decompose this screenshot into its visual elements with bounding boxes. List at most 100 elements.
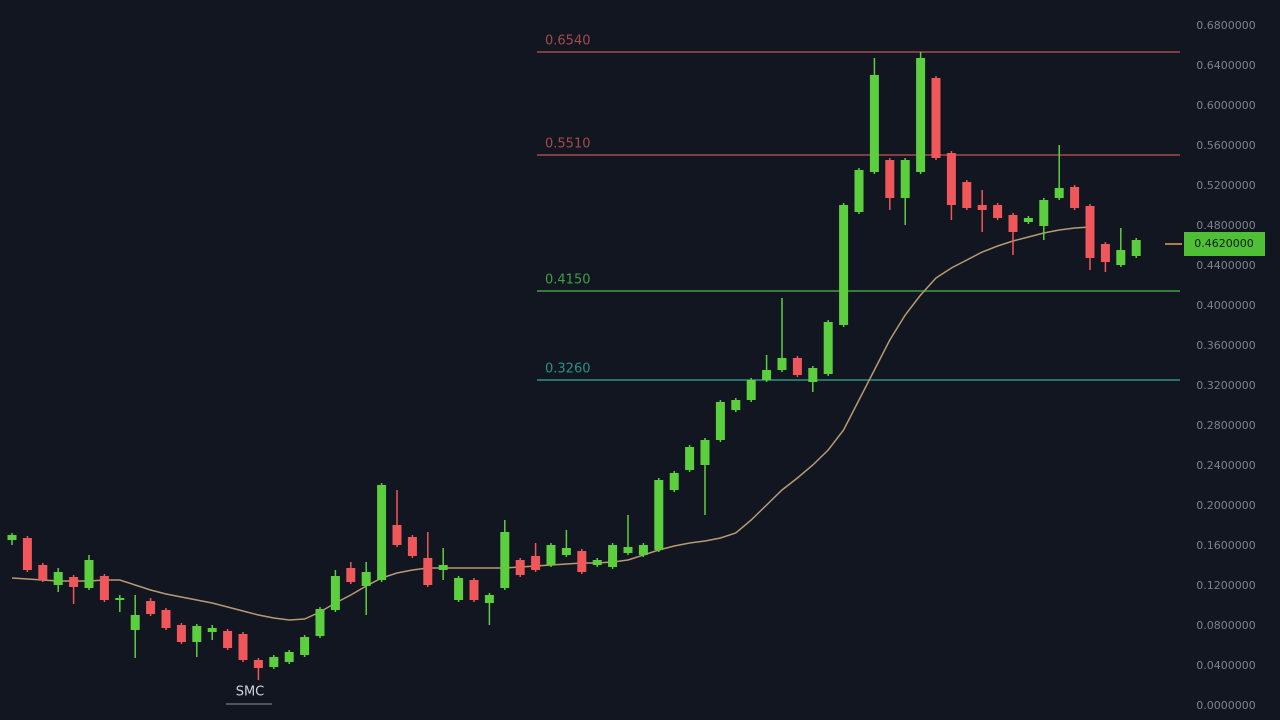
y-tick-label: 0.1200000 [1196,579,1256,592]
candle-body [377,485,387,580]
candle-body [685,447,695,470]
y-tick-label: 0.2000000 [1196,499,1256,512]
candle-body [484,595,494,603]
candle-body [284,652,294,662]
candle-body [1116,250,1126,265]
y-tick-label: 0.3600000 [1196,339,1256,352]
y-tick-label: 0.2400000 [1196,459,1256,472]
level-label: 0.6540 [545,34,591,49]
candle-body [99,576,109,600]
annotation: SMC [236,685,265,700]
candle-body [993,205,1003,218]
candle-body [546,545,556,565]
candle-body [715,402,725,440]
candle-body [515,560,525,575]
candle-body [146,601,156,614]
price-badge [1184,232,1265,256]
candle-body [839,205,849,325]
candle-body [207,628,217,632]
candle-body [777,358,787,370]
candle-body [638,545,648,555]
candle-body [946,153,956,205]
candle-body [38,565,48,580]
candle-body [1070,187,1080,208]
y-tick-label: 0.0000000 [1196,699,1256,712]
candle-body [592,560,602,565]
level-label: 0.3260 [545,362,591,377]
candle-body [300,637,310,655]
candle-body [423,558,433,585]
candle-body [577,551,587,572]
candle-body [1131,240,1141,256]
candle-body [438,565,448,570]
candle-body [1039,200,1049,226]
candle-body [669,473,679,490]
y-tick-label: 0.3200000 [1196,379,1256,392]
candle-body [115,598,125,600]
candle-body [407,537,417,556]
candle-body [962,182,972,208]
candle-body [885,160,895,198]
level-label: 0.5510 [545,137,591,152]
candle-body [315,609,325,636]
candle-body [792,358,802,375]
candle-body [1023,218,1033,222]
candle-body [392,525,402,545]
candle-body [469,580,479,600]
candle-body [1054,188,1064,198]
candle-body [223,631,233,648]
y-tick-label: 0.5200000 [1196,179,1256,192]
candle-body [192,626,202,642]
candle-body [1085,206,1095,258]
y-tick-label: 0.6400000 [1196,59,1256,72]
candle-body [654,480,664,550]
candle-body [746,380,756,400]
candle-body [253,660,263,668]
candle-body [176,625,186,642]
candle-body [161,610,171,628]
y-tick-label: 0.6000000 [1196,99,1256,112]
candle-body [869,75,879,172]
candle-body [22,538,32,570]
candle-body [561,548,571,555]
y-tick-label: 0.5600000 [1196,139,1256,152]
y-tick-label: 0.0400000 [1196,659,1256,672]
candle-body [1008,215,1018,232]
candle-body [731,400,741,410]
candle-body [931,78,941,158]
candle-body [330,576,340,610]
y-tick-label: 0.4000000 [1196,299,1256,312]
candle-body [238,634,248,660]
candle-body [346,568,356,582]
y-tick-label: 0.0800000 [1196,619,1256,632]
candle-body [823,322,833,374]
candle-body [500,532,510,588]
y-tick-label: 0.4400000 [1196,259,1256,272]
candle-body [361,572,371,586]
y-tick-label: 0.4800000 [1196,219,1256,232]
candle-body [454,578,464,600]
candle-body [916,58,926,172]
y-tick-label: 0.6800000 [1196,19,1256,32]
candle-body [854,170,864,212]
candle-body [531,556,541,570]
candle-body [900,160,910,198]
candle-body [69,577,79,587]
candle-body [608,545,618,567]
y-tick-label: 0.2800000 [1196,419,1256,432]
price-badge-label: 0.4620000 [1194,237,1254,250]
candle-body [762,370,772,380]
candle-body [53,572,63,585]
candle-body [1100,244,1110,262]
level-label: 0.4150 [545,273,591,288]
candle-body [623,547,633,553]
candle-body [700,440,710,465]
candle-body [977,205,987,210]
candle-body [269,657,279,667]
candle-body [7,535,17,540]
y-tick-label: 0.1600000 [1196,539,1256,552]
candle-body [130,615,140,630]
